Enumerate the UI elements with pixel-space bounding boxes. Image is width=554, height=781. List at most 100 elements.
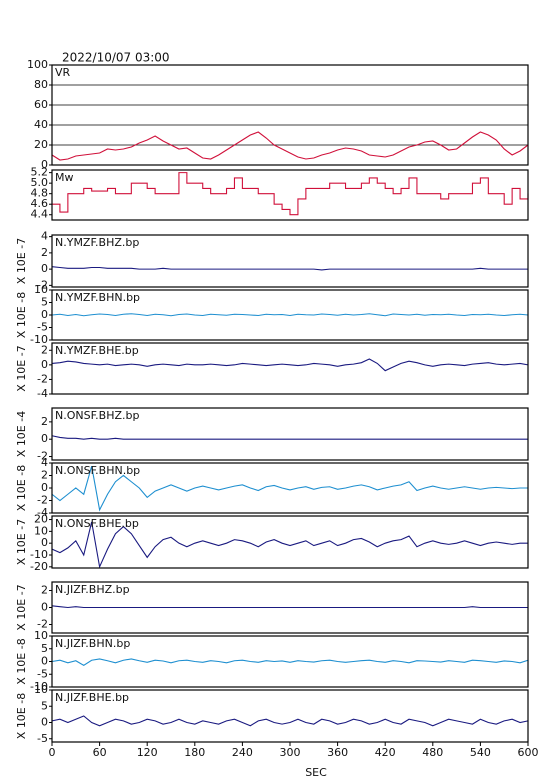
y-tick-label: 4.6 bbox=[31, 197, 49, 210]
panel-label: N.YMZF.BHZ.bp bbox=[55, 236, 139, 249]
y-tick-label: 40 bbox=[34, 118, 48, 131]
y-tick-label: 0 bbox=[41, 716, 48, 729]
y-tick-label: 80 bbox=[34, 78, 48, 91]
y-tick-label: 10 bbox=[34, 524, 48, 537]
panel-label: VR bbox=[55, 66, 71, 79]
y-tick-label: 20 bbox=[34, 513, 48, 526]
panel-label: N.JIZF.BHZ.bp bbox=[55, 583, 130, 596]
y-tick-label: 0 bbox=[41, 432, 48, 445]
trace bbox=[51, 605, 528, 609]
y-tick-label: 0 bbox=[41, 358, 48, 371]
y-tick-label: 60 bbox=[34, 98, 48, 111]
y-axis-label: X 10E -7 bbox=[15, 345, 28, 391]
x-axis-label: SEC bbox=[305, 766, 327, 779]
y-tick-label: -5 bbox=[37, 667, 48, 680]
y-tick-label: 5 bbox=[41, 699, 48, 712]
y-tick-label: -2 bbox=[37, 372, 48, 385]
y-tick-label: -2 bbox=[37, 278, 48, 291]
x-tick-label: 360 bbox=[327, 746, 348, 759]
y-tick-label: -4 bbox=[37, 387, 48, 400]
y-tick-label: 10 bbox=[34, 683, 48, 696]
x-tick-label: 0 bbox=[49, 746, 56, 759]
y-axis-label: X 10E -8 bbox=[15, 638, 28, 684]
y-tick-label: 2 bbox=[41, 584, 48, 597]
y-tick-label: 2 bbox=[41, 246, 48, 259]
y-axis-label: X 10E -7 bbox=[15, 584, 28, 630]
x-tick-label: 60 bbox=[93, 746, 107, 759]
x-tick-label: 420 bbox=[375, 746, 396, 759]
panel-label: N.YMZF.BHE.bp bbox=[55, 344, 139, 357]
y-axis-label: X 10E -8 bbox=[15, 693, 28, 739]
y-tick-label: 5.0 bbox=[31, 176, 49, 189]
y-tick-label: -5 bbox=[37, 732, 48, 745]
y-tick-label: 0 bbox=[41, 655, 48, 668]
y-tick-label: -10 bbox=[30, 680, 48, 693]
panel-frame bbox=[51, 64, 529, 166]
y-tick-label: 0 bbox=[41, 308, 48, 321]
y-tick-label: -10 bbox=[30, 333, 48, 346]
trace bbox=[51, 715, 529, 727]
y-tick-label: -20 bbox=[30, 560, 48, 573]
y-tick-label: 5.2 bbox=[31, 166, 49, 179]
y-tick-label: 2 bbox=[41, 415, 48, 428]
trace bbox=[51, 435, 528, 440]
y-axis-label: X 10E -7 bbox=[15, 238, 28, 284]
y-tick-label: 0 bbox=[41, 158, 48, 171]
y-tick-label: 4 bbox=[41, 456, 48, 469]
y-tick-label: 4.8 bbox=[31, 187, 49, 200]
y-tick-label: 2 bbox=[41, 469, 48, 482]
y-tick-label: -5 bbox=[37, 321, 48, 334]
panel-frame bbox=[51, 635, 529, 688]
trace bbox=[51, 266, 528, 271]
y-axis-label: X 10E -4 bbox=[15, 411, 28, 457]
y-tick-label: 0 bbox=[41, 601, 48, 614]
y-tick-label: 100 bbox=[27, 58, 48, 71]
y-tick-label: 20 bbox=[34, 138, 48, 151]
panel-label: N.JIZF.BHE.bp bbox=[55, 691, 129, 704]
y-tick-label: 10 bbox=[34, 629, 48, 642]
y-tick-label: 0 bbox=[41, 536, 48, 549]
x-tick-label: 300 bbox=[280, 746, 301, 759]
x-tick-label: 540 bbox=[470, 746, 491, 759]
y-tick-label: -2 bbox=[37, 618, 48, 631]
y-tick-label: -2 bbox=[37, 450, 48, 463]
y-tick-label: 5 bbox=[41, 296, 48, 309]
y-tick-label: 5 bbox=[41, 642, 48, 655]
trace bbox=[51, 131, 529, 161]
trace bbox=[51, 358, 529, 372]
x-tick-label: 600 bbox=[518, 746, 539, 759]
y-tick-label: -2 bbox=[37, 494, 48, 507]
panel-frame bbox=[51, 462, 529, 514]
panel-frame bbox=[51, 407, 529, 461]
y-tick-label: 0 bbox=[41, 481, 48, 494]
panel-frame bbox=[51, 342, 529, 395]
y-tick-label: 10 bbox=[34, 283, 48, 296]
y-axis-label: X 10E -8 bbox=[15, 292, 28, 338]
panel-label: N.YMZF.BHN.bp bbox=[55, 291, 140, 304]
panel-frame bbox=[51, 234, 529, 288]
panel-frame bbox=[51, 169, 529, 221]
panel-frame bbox=[51, 289, 529, 341]
y-tick-label: 4.4 bbox=[31, 208, 49, 221]
trace bbox=[52, 172, 529, 216]
y-tick-label: 2 bbox=[41, 343, 48, 356]
y-tick-label: 0 bbox=[41, 262, 48, 275]
trace bbox=[51, 465, 528, 512]
trace bbox=[51, 521, 528, 569]
y-tick-label: 4 bbox=[41, 230, 48, 243]
panel-label: N.JIZF.BHN.bp bbox=[55, 637, 130, 650]
trace bbox=[51, 313, 529, 317]
x-tick-label: 240 bbox=[232, 746, 253, 759]
x-tick-label: 180 bbox=[184, 746, 205, 759]
y-tick-label: -4 bbox=[37, 506, 48, 519]
x-tick-label: 120 bbox=[137, 746, 158, 759]
panel-label: N.ONSF.BHZ.bp bbox=[55, 409, 139, 422]
chart-title: 2022/10/07 03:00 bbox=[62, 51, 170, 65]
panel-label: Mw bbox=[55, 171, 74, 184]
panel-label: N.ONSF.BHE.bp bbox=[55, 517, 139, 530]
panel-frame bbox=[51, 515, 529, 569]
y-axis-label: X 10E -8 bbox=[15, 465, 28, 511]
panel-label: N.ONSF.BHN.bp bbox=[55, 464, 140, 477]
y-tick-label: -10 bbox=[30, 548, 48, 561]
